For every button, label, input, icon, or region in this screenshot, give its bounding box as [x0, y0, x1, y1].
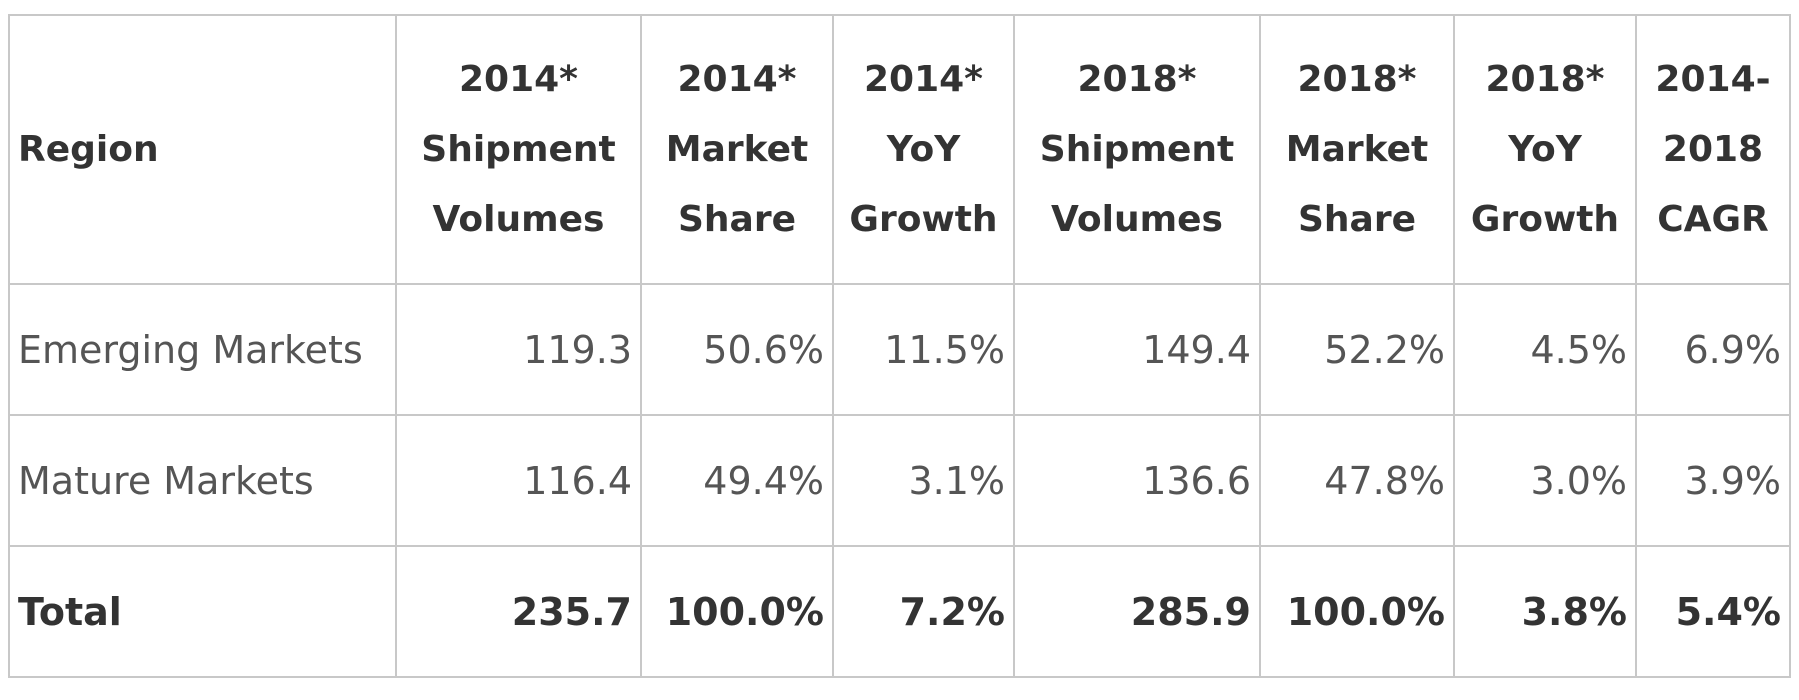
header-row: Region 2014* Shipment Volumes 2014* Market…: [8, 14, 1791, 285]
table-row: Mature Markets 116.4 49.4% 3.1% 136.6 47.8% 3.…: [8, 414, 1791, 547]
row-label: Emerging Markets: [8, 283, 397, 416]
table-cell: 3.8%: [1453, 545, 1637, 678]
table-row: Emerging Markets 119.3 50.6% 11.5% 149.4 52.2…: [8, 283, 1791, 416]
header-cell: 2018* YoY Growth: [1453, 14, 1637, 285]
table-cell: 235.7: [395, 545, 642, 678]
row-label: Mature Markets: [8, 414, 397, 547]
header-cell: 2014* YoY Growth: [832, 14, 1015, 285]
table-cell: 3.9%: [1635, 414, 1791, 547]
header-cell: 2014* Market Share: [640, 14, 834, 285]
table-cell: 3.1%: [832, 414, 1015, 547]
table-cell: 3.0%: [1453, 414, 1637, 547]
table-cell: 50.6%: [640, 283, 834, 416]
table-cell: 4.5%: [1453, 283, 1637, 416]
table-cell: 47.8%: [1259, 414, 1455, 547]
table-cell: 136.6: [1013, 414, 1261, 547]
header-cell: 2014-2018 CAGR: [1635, 14, 1791, 285]
header-cell: 2018* Market Share: [1259, 14, 1455, 285]
table-cell: 100.0%: [640, 545, 834, 678]
table-cell: 11.5%: [832, 283, 1015, 416]
data-table: Region 2014* Shipment Volumes 2014* Market…: [8, 14, 1791, 678]
table-cell: 52.2%: [1259, 283, 1455, 416]
row-label: Total: [8, 545, 397, 678]
table-row: Total 235.7 100.0% 7.2% 285.9 100.0% 3.8% 5.4%: [8, 545, 1791, 678]
table-body: Emerging Markets 119.3 50.6% 11.5% 149.4 52.2…: [8, 283, 1791, 678]
header-cell: Region: [8, 14, 397, 285]
table-cell: 6.9%: [1635, 283, 1791, 416]
table-cell: 100.0%: [1259, 545, 1455, 678]
table-cell: 7.2%: [832, 545, 1015, 678]
header-cell: 2018* Shipment Volumes: [1013, 14, 1261, 285]
table-cell: 149.4: [1013, 283, 1261, 416]
table-cell: 116.4: [395, 414, 642, 547]
header-cell: 2014* Shipment Volumes: [395, 14, 642, 285]
table-cell: 5.4%: [1635, 545, 1791, 678]
table-cell: 119.3: [395, 283, 642, 416]
table-cell: 49.4%: [640, 414, 834, 547]
table-cell: 285.9: [1013, 545, 1261, 678]
